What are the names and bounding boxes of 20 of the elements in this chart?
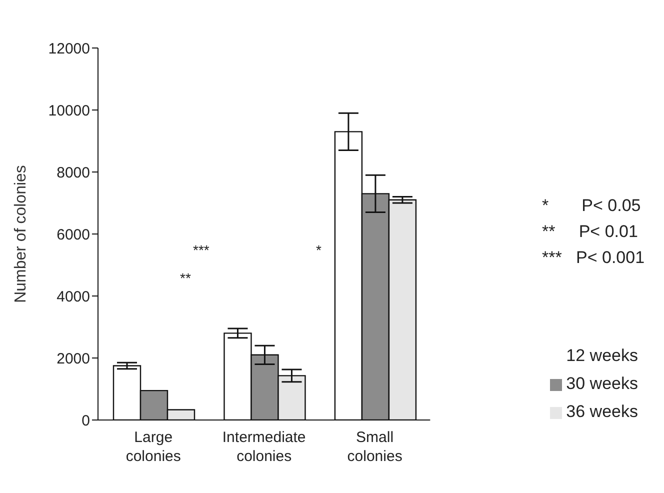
y-tick-label: 0 — [82, 412, 90, 430]
y-tick-label: 4000 — [56, 288, 90, 306]
annotation: ** — [180, 270, 191, 286]
legend-label: 30 weeks — [566, 374, 638, 393]
text: *** P< 0.001 — [542, 248, 645, 268]
text: 12 weeks — [566, 346, 638, 365]
y-tick-label: 6000 — [56, 226, 90, 244]
x-tick-label: Intermediate colonies — [222, 429, 306, 465]
x-tick-label: Large colonies — [126, 429, 181, 465]
text: * P< 0.05 — [542, 196, 641, 216]
text: ** P< 0.01 — [542, 222, 638, 242]
annotation: *** — [193, 242, 210, 258]
legend-label: 36 weeks — [566, 402, 638, 421]
y-tick-label: 10000 — [48, 102, 90, 120]
annotation: * — [316, 242, 322, 258]
y-axis-title: Number of colonies — [12, 165, 30, 303]
y-tick-label: 12000 — [48, 40, 90, 58]
y-tick-label: 2000 — [56, 350, 90, 368]
y-tick-label: 8000 — [56, 164, 90, 182]
x-tick-label: Small colonies — [347, 429, 402, 465]
